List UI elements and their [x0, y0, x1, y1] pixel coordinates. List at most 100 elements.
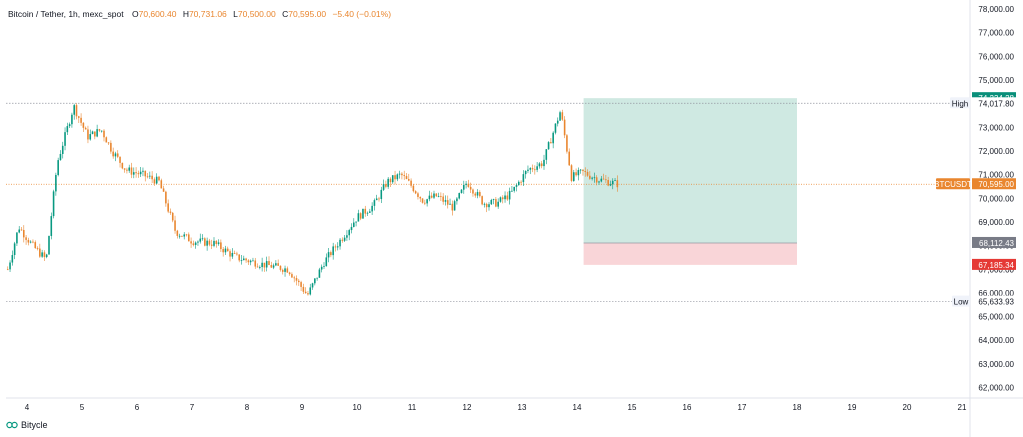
candle-body — [64, 132, 66, 146]
candle-body — [462, 184, 465, 190]
high-tag-bg — [950, 97, 970, 109]
candle-body — [577, 170, 580, 176]
candle-body — [50, 216, 53, 236]
candle-body — [444, 200, 447, 202]
time-tick-label: 12 — [463, 403, 472, 412]
candle-body — [272, 265, 275, 268]
candle-body — [559, 112, 561, 121]
candle-body — [174, 220, 176, 231]
candle-body — [295, 278, 298, 281]
candle-body — [22, 229, 25, 238]
candle-body — [158, 176, 160, 181]
candle-body — [27, 239, 30, 243]
candle-body — [176, 230, 179, 236]
candle-body — [616, 180, 619, 188]
candle-body — [433, 193, 435, 198]
candle-body — [334, 246, 337, 248]
candle-body — [598, 181, 600, 183]
candle-body — [389, 178, 392, 183]
candle-body — [71, 114, 73, 125]
entry-price-label-bg — [972, 236, 1016, 248]
candle-body — [66, 126, 69, 133]
candle-body — [18, 229, 21, 233]
candle-body — [412, 185, 415, 192]
candle-body — [307, 293, 309, 295]
candle-body — [222, 249, 224, 253]
low-tag: Low — [954, 298, 969, 307]
candle-body — [410, 180, 412, 186]
candle-body — [183, 234, 186, 237]
candle-body — [520, 181, 522, 183]
price-tick-label: 78,000.00 — [978, 5, 1014, 14]
candle-body — [249, 260, 252, 263]
brand-footer[interactable]: Bitycle — [6, 420, 48, 430]
candle-body — [105, 137, 108, 143]
time-tick-label: 6 — [135, 403, 140, 412]
change-value: −5.40 (−0.01%) — [332, 9, 392, 19]
candle-body — [428, 195, 431, 200]
candle-body — [181, 235, 183, 237]
candle-body — [488, 204, 490, 208]
candle-body — [233, 252, 236, 254]
candle-body — [6, 269, 9, 271]
candle-body — [602, 178, 605, 180]
time-tick-label: 16 — [683, 403, 692, 412]
candle-body — [167, 203, 169, 212]
candle-body — [169, 211, 172, 213]
candle-body — [139, 171, 142, 175]
candle-body — [332, 246, 334, 256]
candle-body — [490, 199, 493, 205]
candle-body — [534, 169, 536, 171]
candle-body — [401, 173, 403, 176]
candle-body — [32, 241, 34, 243]
candle-body — [123, 168, 126, 170]
candle-body — [385, 184, 387, 187]
price-tick-label: 70,000.00 — [978, 194, 1014, 203]
candle-body — [247, 260, 250, 263]
candle-body — [531, 168, 534, 170]
candle-body — [538, 163, 541, 167]
candle-body — [213, 240, 215, 246]
candle-body — [479, 192, 481, 197]
time-axis: 4 5 6 7 8 9 10 11 12 13 14 15 16 17 18 19 20 21 — [25, 403, 967, 412]
open-label: O — [131, 9, 139, 19]
candle-body — [396, 174, 399, 180]
candle-body — [316, 277, 318, 279]
candle-body — [414, 191, 417, 194]
candle-body — [318, 269, 321, 278]
candle-body — [277, 263, 279, 266]
candle-body — [25, 237, 27, 240]
candle-body — [135, 172, 137, 174]
candle-body — [605, 179, 607, 181]
candle-body — [527, 169, 529, 171]
time-tick-label: 4 — [25, 403, 30, 412]
candle-body — [595, 177, 598, 183]
candle-body — [34, 242, 37, 249]
candle-body — [554, 123, 557, 133]
candle-body — [36, 248, 39, 249]
candle-body — [206, 240, 208, 246]
candle-body — [387, 178, 389, 187]
candle-body — [11, 255, 14, 263]
candle-body — [591, 177, 593, 179]
candle-body — [300, 282, 302, 287]
symbol-tag-bg — [936, 178, 970, 190]
candle-body — [320, 266, 323, 270]
candle-body — [149, 175, 151, 177]
candle-body — [357, 213, 360, 222]
entry-price-label: 68,112.43 — [979, 239, 1015, 248]
candle-body — [325, 257, 328, 267]
candle-body — [492, 199, 495, 200]
candle-body — [142, 170, 144, 172]
low-label: L — [233, 9, 238, 19]
candle-body — [579, 169, 582, 171]
candle-body — [45, 254, 48, 258]
candle-body — [417, 193, 419, 197]
candle-body — [380, 189, 383, 200]
close-value: 70,595.00 — [288, 9, 327, 19]
last-price-label: 70,595.00 — [978, 180, 1014, 189]
stop-price-label: 67,185.34 — [978, 261, 1014, 270]
candle-body — [268, 261, 270, 266]
candle-body — [144, 170, 147, 177]
